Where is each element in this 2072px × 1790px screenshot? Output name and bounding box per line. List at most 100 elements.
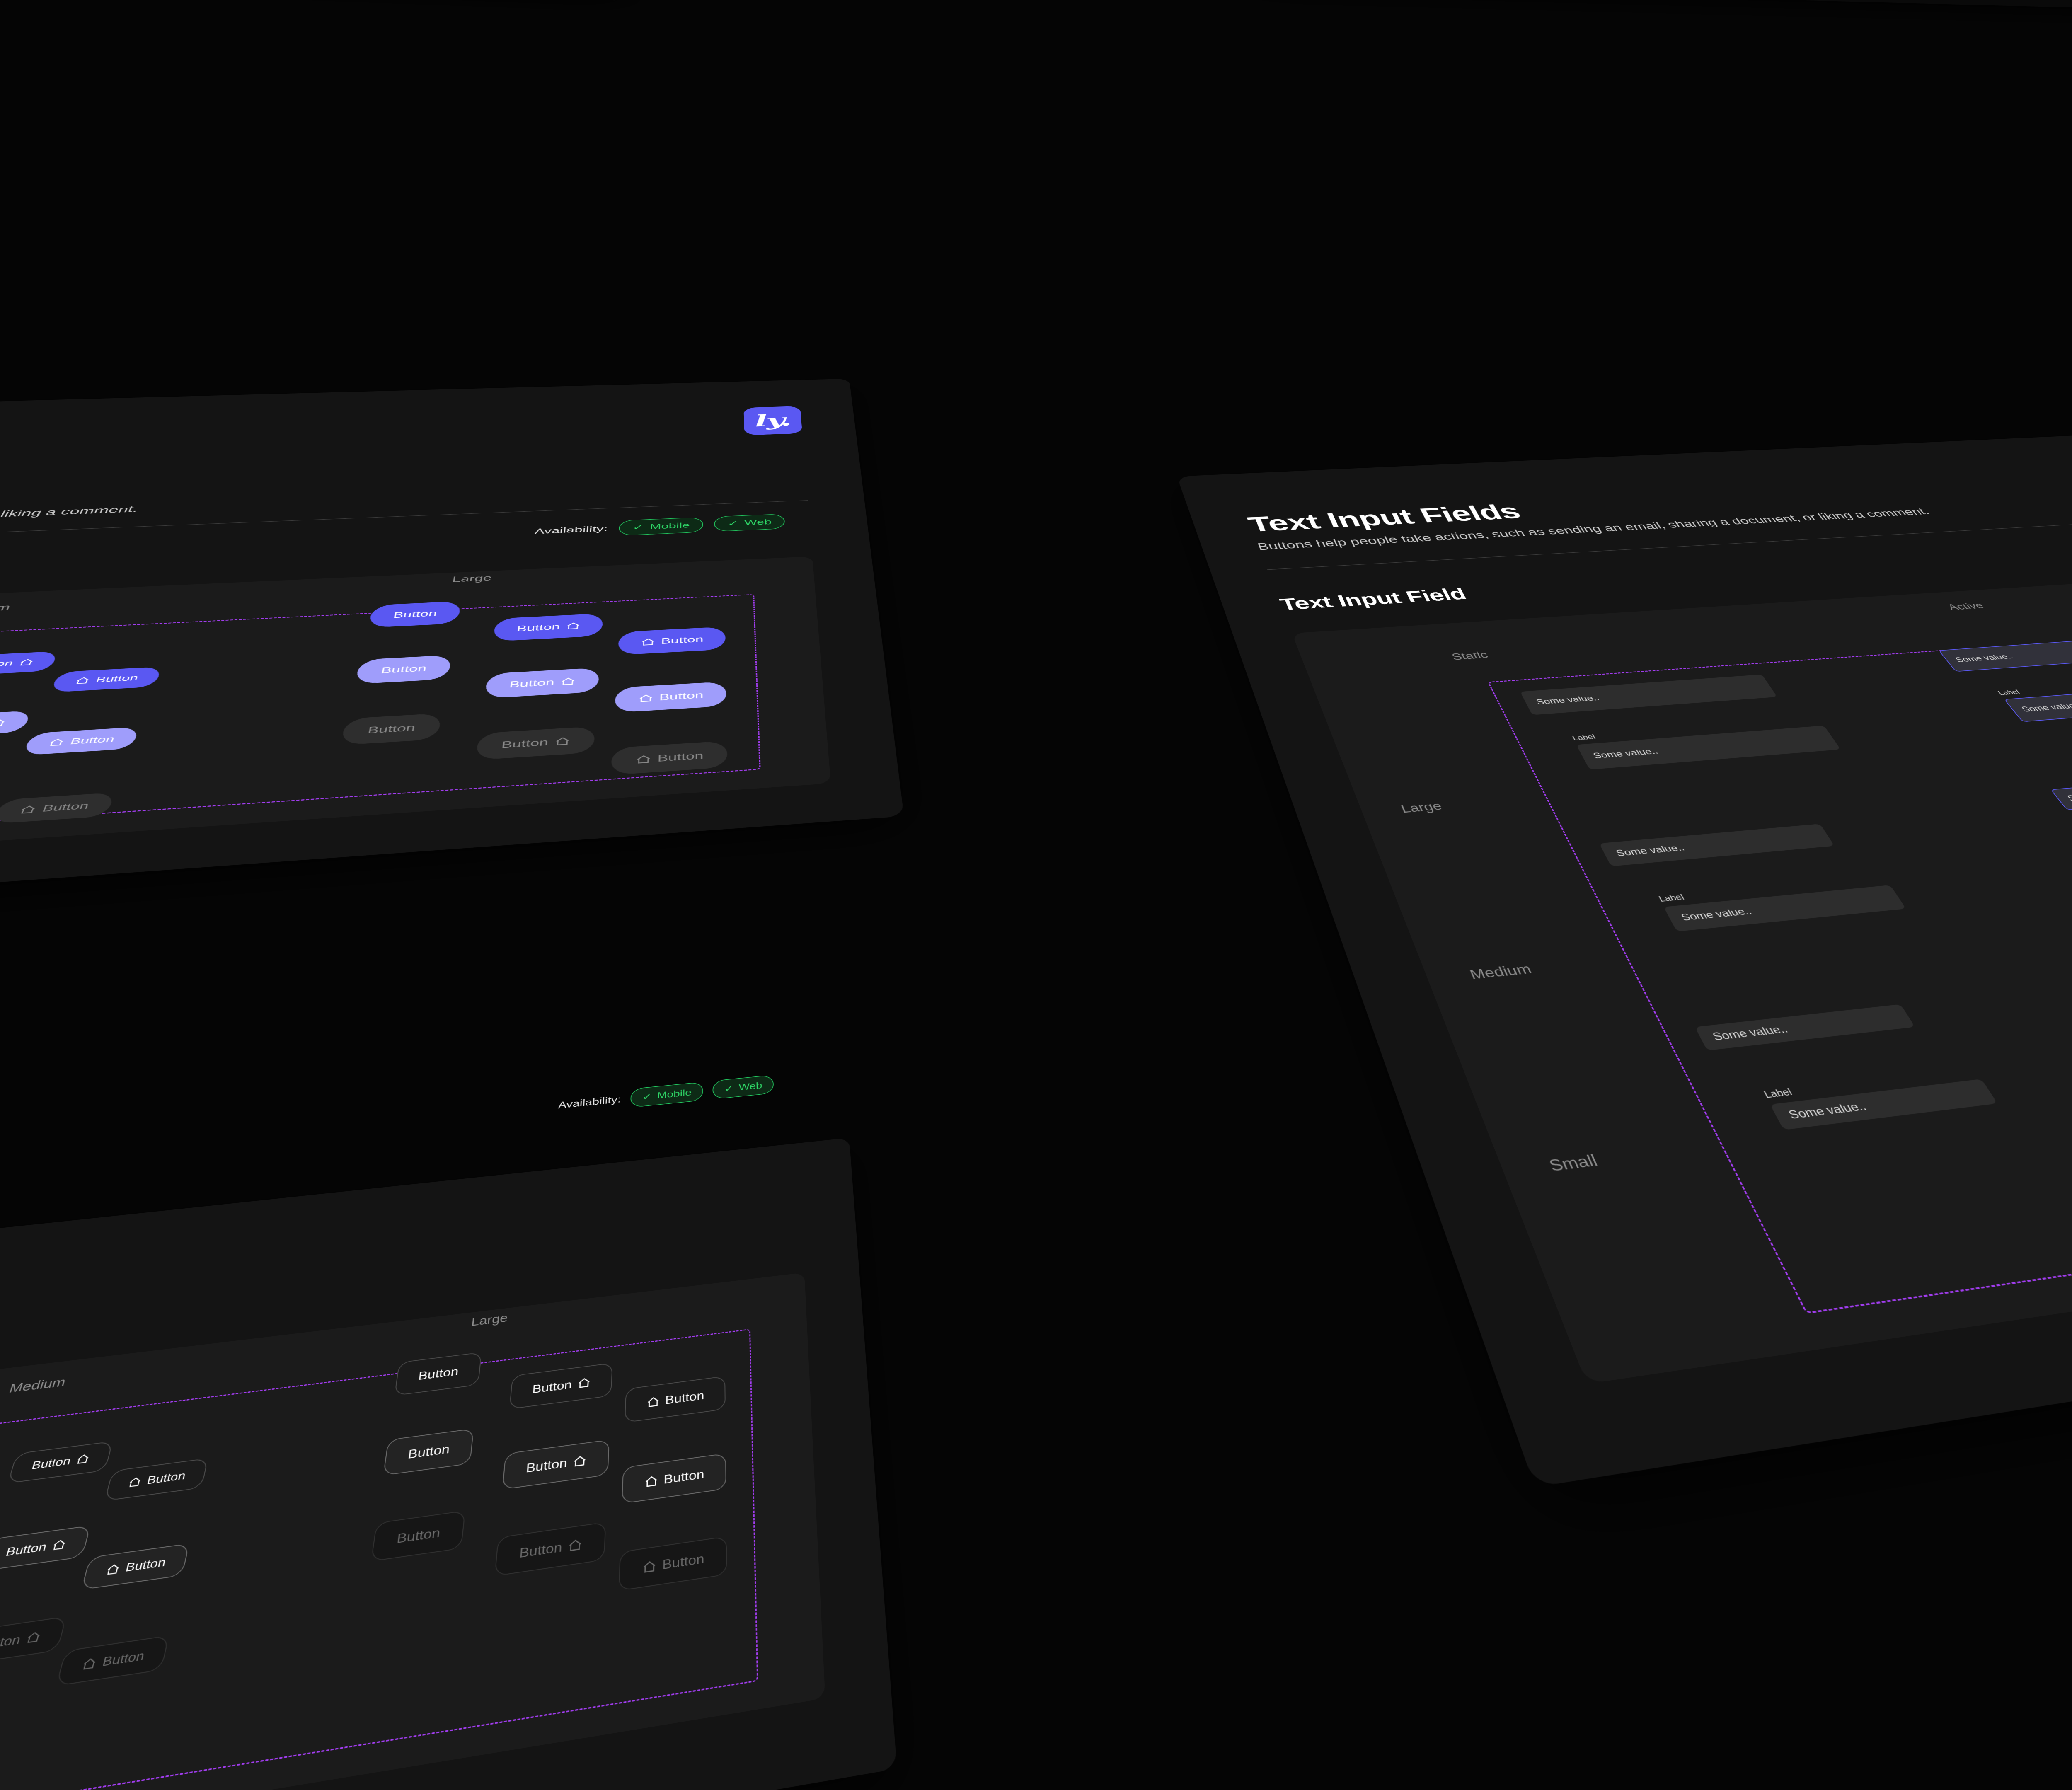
input-box[interactable]: Some value.. [2050,772,2072,810]
home-icon [17,658,36,667]
input-value: Some value.. [1786,1100,1869,1122]
text-input-large-active[interactable]: Some value.. [1938,635,2072,672]
input-value: Some value.. [1535,694,1601,706]
home-icon [635,754,652,765]
input-label: Label [1996,689,2022,697]
text-input-small-static[interactable]: Some value.. [1694,1004,1915,1051]
button-label: Button [367,722,416,736]
check-icon: ✓ [632,523,644,532]
home-icon [554,736,571,746]
secondary-button-medium-default-icon-left[interactable]: Button [104,1458,208,1501]
text-input-small-static-labeled[interactable]: Label Some value.. [1762,1065,1998,1130]
input-box[interactable]: Some value.. [1663,885,1906,932]
home-icon [104,1563,121,1577]
button-large-disabled-plain: Button [340,713,442,745]
brand-logo: ly. [743,406,803,435]
input-size-label-small: Small [1546,1151,1600,1175]
home-icon [567,1538,583,1553]
availability-badge-mobile[interactable]: ✓ Mobile [630,1081,703,1108]
input-value: Some value.. [1614,842,1687,859]
text-input-large-static-labeled[interactable]: Label Some value.. [1571,716,1841,770]
button-large-default-plain[interactable]: Button [368,601,462,628]
button-medium-pressed-icon-left[interactable]: Button [22,727,140,756]
button-large-default-icon-right[interactable]: Button [492,613,603,642]
button-label: Button [124,1555,167,1575]
button-panel: ly. Button Buttons help people take acti… [0,378,904,975]
color-palette-panel: Red red-50#FEE5E2red-100#FEE5E2red-200#F… [1061,0,2072,29]
home-icon [74,676,92,685]
home-icon [642,1559,657,1575]
home-icon [51,1538,68,1552]
button-medium-default-icon-right[interactable]: Button [0,651,59,677]
button-label: Button [417,1364,460,1383]
button-label: Button [94,673,140,685]
home-icon [565,622,581,630]
input-box[interactable]: Some value.. [1770,1079,1998,1130]
button-label: Button [516,622,561,634]
secondary-button-large-disabled-plain: Button [370,1510,465,1562]
check-icon: ✓ [727,519,739,527]
button-medium-disabled-icon-left: Button [0,792,116,824]
home-icon [560,677,576,686]
size-label-large: Large [451,573,493,584]
button-label: Button [657,750,704,764]
button-label: Button [41,800,91,814]
home-icon [641,637,656,646]
text-input-medium-static-labeled[interactable]: Label Some value.. [1657,874,1906,932]
button-large-default-icon-left[interactable]: Button [617,626,726,656]
text-input-medium-static[interactable]: Some value.. [1599,824,1835,866]
text-input-panel: Text Input Fields Buttons help people ta… [1177,419,2072,1488]
button-large-pressed-icon-right[interactable]: Button [484,668,600,699]
input-box[interactable]: Some value.. [1599,824,1835,866]
input-box[interactable]: Some value.. [1694,1004,1915,1051]
button-availability: Availability: ✓ Mobile ✓ Web [534,513,785,539]
button-label: Button [68,734,116,746]
availability-badge-web[interactable]: ✓ Web [714,513,785,532]
secondary-button-medium-pressed-icon-right[interactable]: Button [0,1525,91,1572]
home-icon [24,1630,42,1645]
input-box[interactable]: Some value.. [1520,674,1777,715]
button-medium-default-icon-left[interactable]: Button [50,666,162,693]
button-large-pressed-icon-left[interactable]: Button [614,681,726,713]
input-box[interactable]: Some value.. [2004,682,2072,722]
availability-badge-mobile[interactable]: ✓ Mobile [618,517,703,536]
home-icon [0,718,8,727]
button-label: Button [145,1469,187,1487]
availability-label: Availability: [557,1094,621,1111]
button-label: Button [659,689,704,703]
input-value: Some value.. [2019,701,2072,714]
text-input-section-title: Text Input Field [1277,585,1470,614]
button-label: Button [501,736,549,750]
secondary-button-large-pressed-icon-right[interactable]: Button [502,1439,610,1490]
home-icon [577,1376,591,1389]
secondary-button-large-pressed-icon-left[interactable]: Button [621,1453,726,1504]
home-icon [646,1395,660,1408]
button-large-pressed-plain[interactable]: Button [354,655,452,685]
button-medium-pressed-icon-right[interactable]: Button [0,710,32,739]
button-label: Button [525,1456,568,1476]
text-input-medium-active[interactable]: Some value.. [2050,772,2072,810]
check-icon: ✓ [724,1083,734,1094]
input-size-label-medium: Medium [1467,961,1534,982]
availability-badge-web[interactable]: ✓ Web [712,1074,774,1100]
chips-panel: Chip Chip✕ Chip Chip✕ Chip Chip✕ Chip Ch… [0,0,627,1]
text-input-panel-title: Text Input Fields [1244,500,1525,537]
home-icon [47,738,66,747]
text-input-large-static[interactable]: Some value.. [1520,674,1777,715]
button-label: Button [508,677,555,690]
input-box[interactable]: Some value.. [1576,726,1841,770]
button-large-disabled-icon-left: Button [610,740,727,775]
secondary-size-label-large: Large [470,1311,508,1329]
button-label: Button [661,634,704,646]
home-icon [18,805,38,815]
button-label: Button [380,663,428,675]
check-icon: ✓ [642,1091,652,1102]
input-state-label-active: Active [1945,600,1987,612]
text-input-large-active-labeled[interactable]: Label Some value.. [1997,674,2072,722]
input-value: Some value.. [1679,906,1754,923]
secondary-button-medium-pressed-icon-left[interactable]: Button [81,1543,190,1590]
input-box[interactable]: Some value.. [1938,635,2072,672]
secondary-button-large-pressed-plain[interactable]: Button [382,1428,474,1476]
secondary-button-medium-default-icon-right[interactable]: Button [7,1441,114,1484]
